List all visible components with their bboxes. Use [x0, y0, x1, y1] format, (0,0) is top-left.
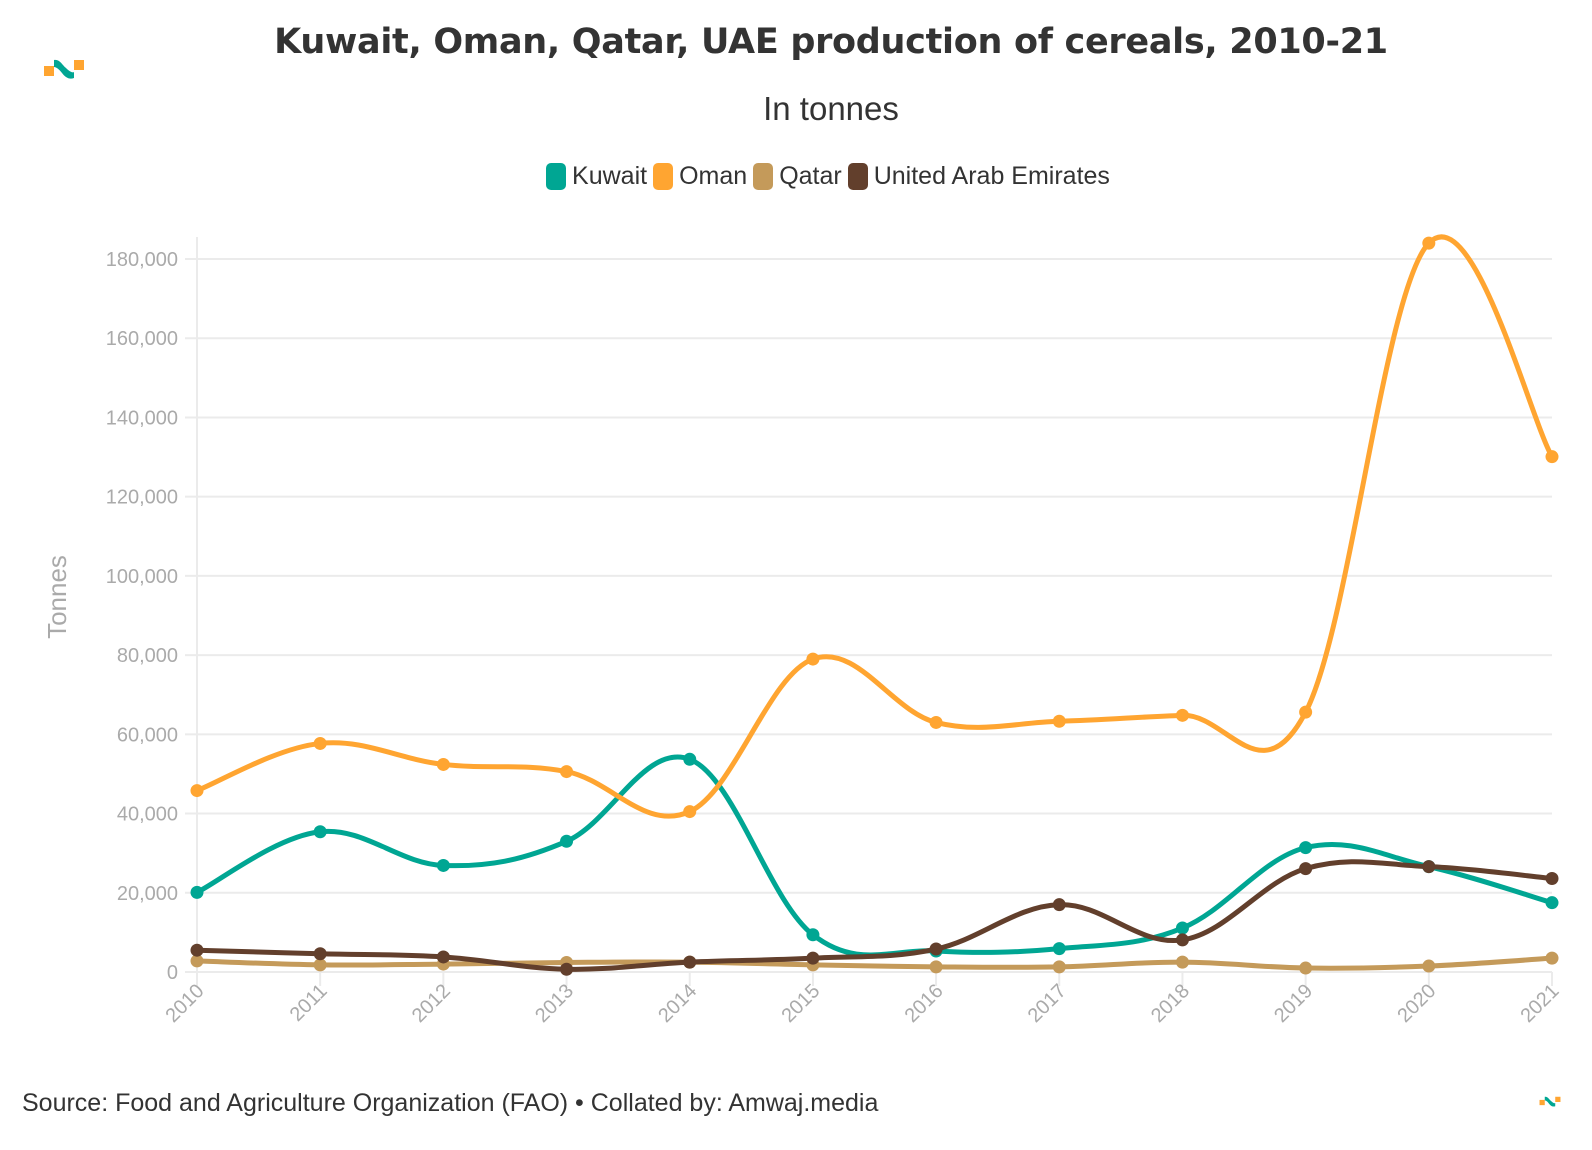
data-point-oman-2020[interactable]	[1422, 236, 1436, 250]
series-kuwait	[190, 752, 1559, 958]
data-point-oman-2010[interactable]	[190, 784, 204, 798]
y-axis-title: Tonnes	[42, 555, 72, 639]
x-tick-label: 2014	[654, 980, 701, 1027]
x-tick-label: 2011	[286, 980, 332, 1026]
series-layer	[190, 234, 1559, 976]
data-point-qatar-2021[interactable]	[1545, 951, 1559, 965]
data-point-oman-2012[interactable]	[436, 757, 450, 771]
data-point-united-arab-emirates-2013[interactable]	[560, 962, 574, 976]
x-tick-label: 2019	[1270, 980, 1317, 1027]
chart-subtitle: In tonnes	[763, 90, 899, 127]
amwaj-logo-small-icon	[1539, 1096, 1561, 1107]
data-point-united-arab-emirates-2018[interactable]	[1175, 933, 1189, 947]
data-point-qatar-2010[interactable]	[190, 954, 204, 968]
legend-item-qatar[interactable]: Qatar	[753, 162, 842, 191]
data-point-oman-2015[interactable]	[806, 652, 820, 666]
data-point-kuwait-2011[interactable]	[313, 825, 327, 839]
data-point-kuwait-2010[interactable]	[190, 885, 204, 899]
data-point-united-arab-emirates-2011[interactable]	[313, 947, 327, 961]
y-tick-label: 60,000	[117, 724, 178, 746]
data-point-kuwait-2017[interactable]	[1052, 942, 1066, 956]
y-tick-label: 80,000	[117, 645, 178, 667]
x-tick-label: 2020	[1393, 980, 1440, 1027]
data-point-united-arab-emirates-2021[interactable]	[1545, 872, 1559, 886]
data-point-united-arab-emirates-2016[interactable]	[929, 942, 943, 956]
data-point-united-arab-emirates-2017[interactable]	[1052, 898, 1066, 912]
x-tick-label: 2012	[408, 980, 455, 1027]
y-tick-label: 140,000	[106, 407, 178, 429]
legend-label-kuwait: Kuwait	[572, 162, 648, 190]
y-tick-label: 160,000	[106, 328, 178, 350]
x-tick-label: 2010	[162, 980, 209, 1027]
data-point-qatar-2017[interactable]	[1052, 960, 1066, 974]
x-tick-label: 2013	[531, 980, 578, 1027]
data-point-oman-2021[interactable]	[1545, 450, 1559, 464]
legend-item-oman[interactable]: Oman	[653, 162, 747, 191]
y-tick-label: 100,000	[106, 566, 178, 588]
legend-label-oman: Oman	[679, 162, 748, 190]
series-line-united-arab-emirates[interactable]	[194, 859, 1555, 972]
data-point-oman-2013[interactable]	[560, 765, 574, 779]
y-tick-label: 120,000	[106, 487, 178, 509]
data-point-oman-2019[interactable]	[1299, 705, 1313, 719]
data-point-united-arab-emirates-2014[interactable]	[683, 955, 697, 969]
x-tick-label: 2016	[901, 980, 948, 1027]
source-footer: Source: Food and Agriculture Organizatio…	[22, 1089, 879, 1117]
data-point-qatar-2016[interactable]	[929, 960, 943, 974]
x-tick-label: 2015	[777, 980, 824, 1027]
data-point-oman-2011[interactable]	[313, 736, 327, 750]
x-tick-label: 2017	[1024, 980, 1071, 1027]
x-axis: 2010 2011 2012 2013 2014 2015 2016 2017 2018 2019…	[162, 980, 1564, 1027]
y-tick-label: 40,000	[117, 804, 178, 826]
data-point-kuwait-2013[interactable]	[560, 834, 574, 848]
data-point-qatar-2020[interactable]	[1422, 959, 1436, 973]
legend: Kuwait Oman Qatar United Arab Emirates	[0, 162, 1592, 191]
legend-label-uae: United Arab Emirates	[873, 162, 1110, 190]
data-point-kuwait-2021[interactable]	[1545, 896, 1559, 910]
series-line-kuwait[interactable]	[194, 754, 1555, 958]
data-point-qatar-2018[interactable]	[1175, 955, 1189, 969]
x-tick-label: 2021	[1517, 980, 1564, 1027]
y-tick-label: 180,000	[106, 249, 178, 271]
series-oman	[190, 234, 1559, 819]
data-point-oman-2018[interactable]	[1175, 708, 1189, 722]
series-united-arab-emirates	[190, 859, 1559, 976]
data-point-qatar-2019[interactable]	[1299, 961, 1313, 975]
y-axis: 0 20,000 40,000 60,000 80,000 100,000 120,000 1…	[106, 249, 178, 984]
legend-item-kuwait[interactable]: Kuwait	[546, 162, 647, 191]
data-point-united-arab-emirates-2012[interactable]	[436, 950, 450, 964]
data-point-united-arab-emirates-2015[interactable]	[806, 951, 820, 965]
x-tick-label: 2018	[1147, 980, 1194, 1027]
legend-label-qatar: Qatar	[779, 162, 842, 190]
legend-swatch-uae	[847, 163, 868, 190]
data-point-oman-2017[interactable]	[1052, 714, 1066, 728]
data-point-united-arab-emirates-2010[interactable]	[190, 943, 204, 957]
data-point-kuwait-2018[interactable]	[1175, 921, 1189, 935]
legend-swatch-oman	[653, 163, 674, 190]
data-point-oman-2014[interactable]	[683, 805, 697, 819]
amwaj-logo-icon	[44, 59, 84, 79]
y-tick-label: 20,000	[117, 883, 178, 905]
legend-swatch-kuwait	[546, 163, 567, 190]
y-tick-label: 0	[167, 962, 178, 984]
legend-item-uae[interactable]: United Arab Emirates	[847, 162, 1110, 191]
data-point-kuwait-2012[interactable]	[436, 858, 450, 872]
series-line-qatar[interactable]	[194, 955, 1555, 971]
data-point-oman-2016[interactable]	[929, 715, 943, 729]
gridlines	[185, 237, 1553, 986]
data-point-kuwait-2015[interactable]	[806, 928, 820, 942]
data-point-kuwait-2019[interactable]	[1299, 841, 1313, 855]
data-point-united-arab-emirates-2019[interactable]	[1299, 862, 1313, 876]
legend-swatch-qatar	[753, 163, 774, 190]
chart-title: Kuwait, Oman, Qatar, UAE production of c…	[274, 22, 1388, 62]
data-point-qatar-2011[interactable]	[313, 958, 327, 972]
series-line-oman[interactable]	[194, 234, 1555, 819]
data-point-kuwait-2014[interactable]	[683, 752, 697, 766]
data-point-united-arab-emirates-2020[interactable]	[1422, 860, 1436, 874]
